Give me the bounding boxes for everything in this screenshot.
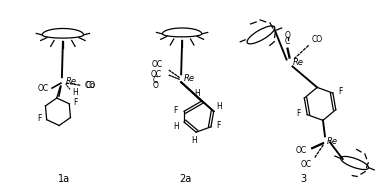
- Text: F: F: [217, 121, 221, 130]
- Text: H: H: [173, 122, 179, 132]
- Text: OC: OC: [152, 60, 163, 69]
- Text: OC: OC: [301, 160, 312, 170]
- Text: Co: Co: [86, 81, 96, 90]
- Text: C: C: [285, 37, 290, 46]
- Text: F: F: [38, 114, 42, 123]
- Text: Re: Re: [293, 58, 304, 67]
- Text: H: H: [194, 89, 200, 98]
- Text: 3: 3: [300, 174, 306, 184]
- Text: Re: Re: [327, 137, 338, 146]
- Text: F: F: [296, 109, 301, 118]
- Text: F: F: [338, 87, 343, 96]
- Text: H: H: [191, 136, 197, 145]
- Text: O: O: [153, 81, 158, 90]
- Text: H: H: [217, 102, 222, 111]
- Text: F: F: [73, 98, 77, 107]
- Text: OC: OC: [296, 146, 307, 155]
- Text: CO: CO: [312, 35, 323, 44]
- Text: C: C: [153, 76, 158, 85]
- Text: H: H: [72, 88, 78, 97]
- Text: OC: OC: [151, 70, 162, 79]
- Text: F: F: [173, 106, 177, 115]
- Text: 2a: 2a: [179, 174, 191, 184]
- Text: Re: Re: [184, 74, 195, 83]
- Text: Re: Re: [66, 77, 77, 86]
- Text: OC: OC: [38, 84, 49, 93]
- Text: O: O: [285, 31, 290, 40]
- Text: 1a: 1a: [58, 174, 70, 184]
- Text: CO: CO: [85, 81, 96, 90]
